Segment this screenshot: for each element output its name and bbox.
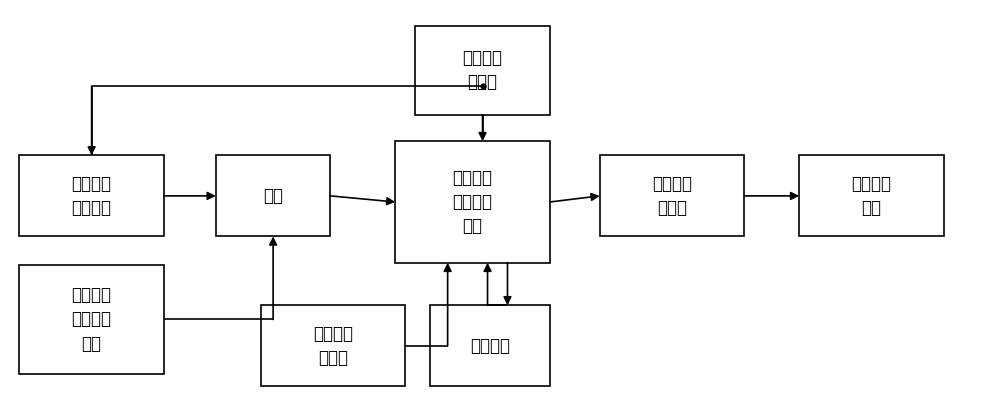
- Text: 延时电路: 延时电路: [470, 337, 510, 355]
- Text: 压控脉宽: 压控脉宽: [453, 169, 493, 187]
- Text: 开关管控: 开关管控: [851, 175, 891, 193]
- Text: 开关管驱: 开关管驱: [652, 175, 692, 193]
- Bar: [600, 155, 744, 236]
- Bar: [19, 155, 164, 236]
- Text: 电压信号: 电压信号: [72, 310, 112, 328]
- Bar: [19, 265, 164, 374]
- Text: 三角波产: 三角波产: [463, 49, 503, 67]
- Text: 电位器: 电位器: [318, 349, 348, 367]
- Text: 高频脉冲: 高频脉冲: [72, 175, 112, 193]
- Text: 脉宽调节: 脉宽调节: [313, 325, 353, 343]
- Bar: [261, 305, 405, 386]
- Text: 电路: 电路: [82, 335, 102, 353]
- Text: 生电路: 生电路: [468, 73, 498, 91]
- Text: 电路: 电路: [463, 217, 483, 235]
- Bar: [395, 141, 550, 263]
- Text: 采样反馈: 采样反馈: [72, 286, 112, 304]
- Text: 启动电路: 启动电路: [72, 199, 112, 217]
- Text: 与门: 与门: [263, 187, 283, 205]
- Text: 动电路: 动电路: [657, 199, 687, 217]
- Bar: [216, 155, 330, 236]
- Bar: [430, 305, 550, 386]
- Text: 脉冲产生: 脉冲产生: [453, 193, 493, 211]
- Text: 制极: 制极: [861, 199, 881, 217]
- Bar: [799, 155, 944, 236]
- Bar: [415, 26, 550, 115]
